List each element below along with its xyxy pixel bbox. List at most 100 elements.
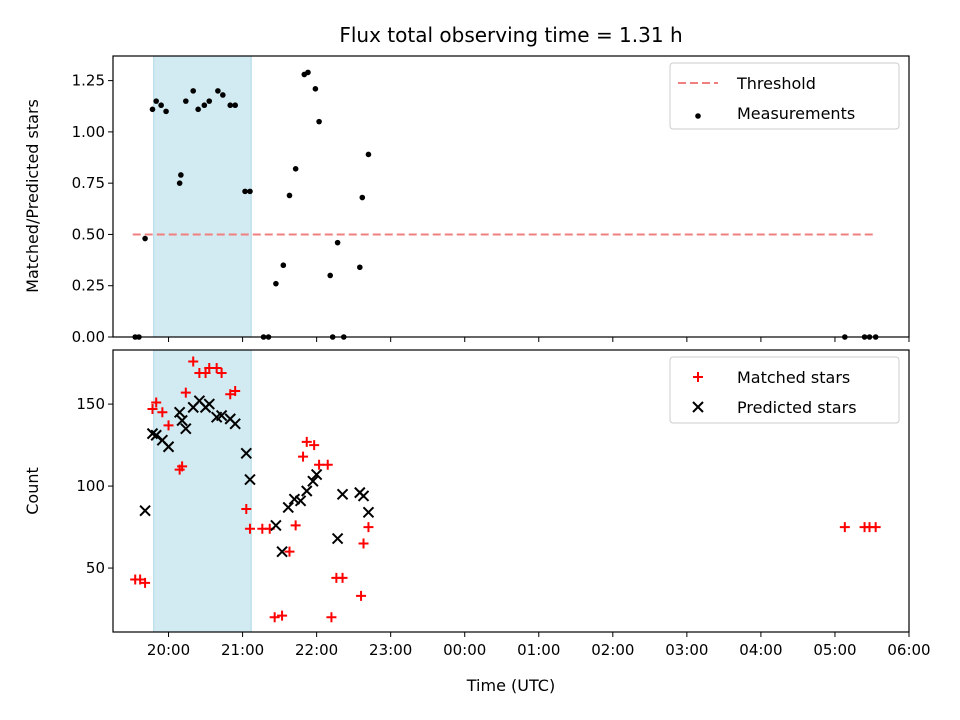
axes-frame	[112, 55, 910, 338]
x-tick-label: 20:00	[147, 641, 190, 659]
matched-star-point	[163, 420, 174, 431]
predicted-star-point	[301, 485, 313, 497]
measurement-point	[359, 194, 366, 201]
predicted-star-point	[310, 468, 323, 481]
predicted-star-point	[331, 532, 344, 545]
x-tick-label: 23:00	[369, 641, 412, 659]
measurement-point	[247, 188, 253, 195]
predicted-star-point	[307, 475, 319, 487]
x-tick-label: 01:00	[517, 641, 560, 659]
legend-x-swatch	[692, 401, 704, 413]
y-tick-label: 0.25	[72, 277, 105, 295]
predicted-star-point	[139, 504, 151, 517]
matched-star-point	[290, 520, 301, 531]
matched-star-point	[151, 397, 162, 408]
observing-window-band	[153, 349, 252, 633]
y-tick-label: 0.75	[72, 174, 105, 192]
measurement-point	[149, 106, 156, 113]
legend-plus-swatch	[693, 372, 703, 382]
matched-star-point	[230, 385, 241, 396]
x-tick-label: 04:00	[739, 641, 782, 659]
x-tick-label: 05:00	[813, 641, 856, 659]
measurement-point	[158, 102, 164, 109]
bottom-panel: 50 100 150 20:00 21:00 22:00 23:00 00:00 01:00 02…	[23, 349, 931, 695]
y-tick-label: 0.50	[72, 225, 105, 243]
x-tick-label: 00:00	[443, 641, 486, 659]
matched-star-point	[309, 440, 320, 451]
measurement-point	[357, 264, 363, 271]
measurement-point	[292, 166, 299, 172]
predicted-star-point	[362, 506, 375, 519]
matched-star-point	[358, 538, 369, 549]
predicted-star-point	[244, 473, 256, 486]
measurement-point	[365, 151, 372, 158]
matched-star-point	[326, 612, 337, 623]
measurement-point	[334, 239, 341, 246]
measurement-point	[176, 180, 183, 186]
observing-window-band	[153, 55, 252, 338]
measurement-point	[215, 88, 221, 94]
measurement-point	[190, 88, 197, 94]
legend-box	[669, 62, 900, 130]
matched-star-point	[298, 451, 309, 462]
measurement-point	[232, 102, 238, 109]
measurement-point	[163, 108, 169, 115]
top-panel: 0.00 0.25 0.50 0.75 1.00 1.25 Matched/Predicte…	[23, 55, 910, 346]
measurement-point	[206, 98, 213, 104]
matched-star-point	[211, 363, 222, 374]
measurement-point	[142, 235, 148, 242]
y-tick-label: 1.25	[72, 72, 105, 90]
predicted-star-point	[176, 414, 188, 427]
measurement-point	[242, 188, 248, 195]
matched-star-point	[241, 504, 252, 515]
y-axis-label: Matched/Predicted stars	[23, 99, 42, 293]
matched-star-point	[244, 523, 255, 534]
y-tick-label: 150	[76, 395, 105, 413]
matched-star-point	[301, 436, 312, 447]
predicted-star-point	[162, 441, 175, 453]
x-tick-label: 22:00	[295, 641, 338, 659]
y-axis-label: Count	[23, 467, 42, 515]
matched-star-point	[363, 522, 374, 533]
measurement-point	[280, 262, 287, 269]
predicted-star-point	[229, 418, 241, 430]
y-tick-label: 0.00	[72, 328, 105, 346]
matched-star-point	[322, 459, 333, 470]
axes-frame	[112, 349, 910, 633]
measurement-point	[220, 92, 226, 98]
legend-label: Threshold	[736, 74, 816, 93]
measurement-point	[312, 86, 319, 92]
measurement-point	[227, 102, 234, 109]
y-tick-label: 50	[86, 559, 105, 577]
measurement-point	[316, 118, 322, 125]
matched-star-point	[157, 407, 168, 418]
measurement-point	[273, 280, 279, 287]
matched-star-point	[314, 459, 325, 470]
x-axis-label: Time (UTC)	[466, 676, 555, 695]
measurement-point	[195, 106, 201, 113]
measurement-point	[201, 102, 208, 109]
legend-label: Matched stars	[737, 368, 850, 387]
matched-star-point	[269, 612, 280, 623]
matched-star-point	[277, 610, 288, 621]
matched-star-point	[839, 522, 850, 533]
x-tick-label: 03:00	[665, 641, 708, 659]
legend-dot-swatch	[695, 113, 701, 119]
chart-title: Flux total observing time = 1.31 h	[339, 23, 682, 47]
matched-star-point	[870, 522, 881, 533]
matched-star-point	[284, 546, 295, 557]
legend-box	[669, 356, 900, 424]
predicted-star-point	[173, 406, 186, 419]
matched-star-point	[356, 590, 367, 601]
predicted-star-point	[240, 447, 252, 459]
predicted-star-point	[215, 409, 228, 422]
measurement-point	[183, 98, 189, 104]
measurement-point	[286, 192, 293, 199]
matched-star-point	[177, 461, 188, 472]
matched-star-point	[337, 572, 348, 583]
x-tick-label: 02:00	[591, 641, 634, 659]
y-tick-label: 100	[76, 477, 105, 495]
x-tick-label: 21:00	[221, 641, 264, 659]
matched-star-point	[147, 404, 158, 415]
